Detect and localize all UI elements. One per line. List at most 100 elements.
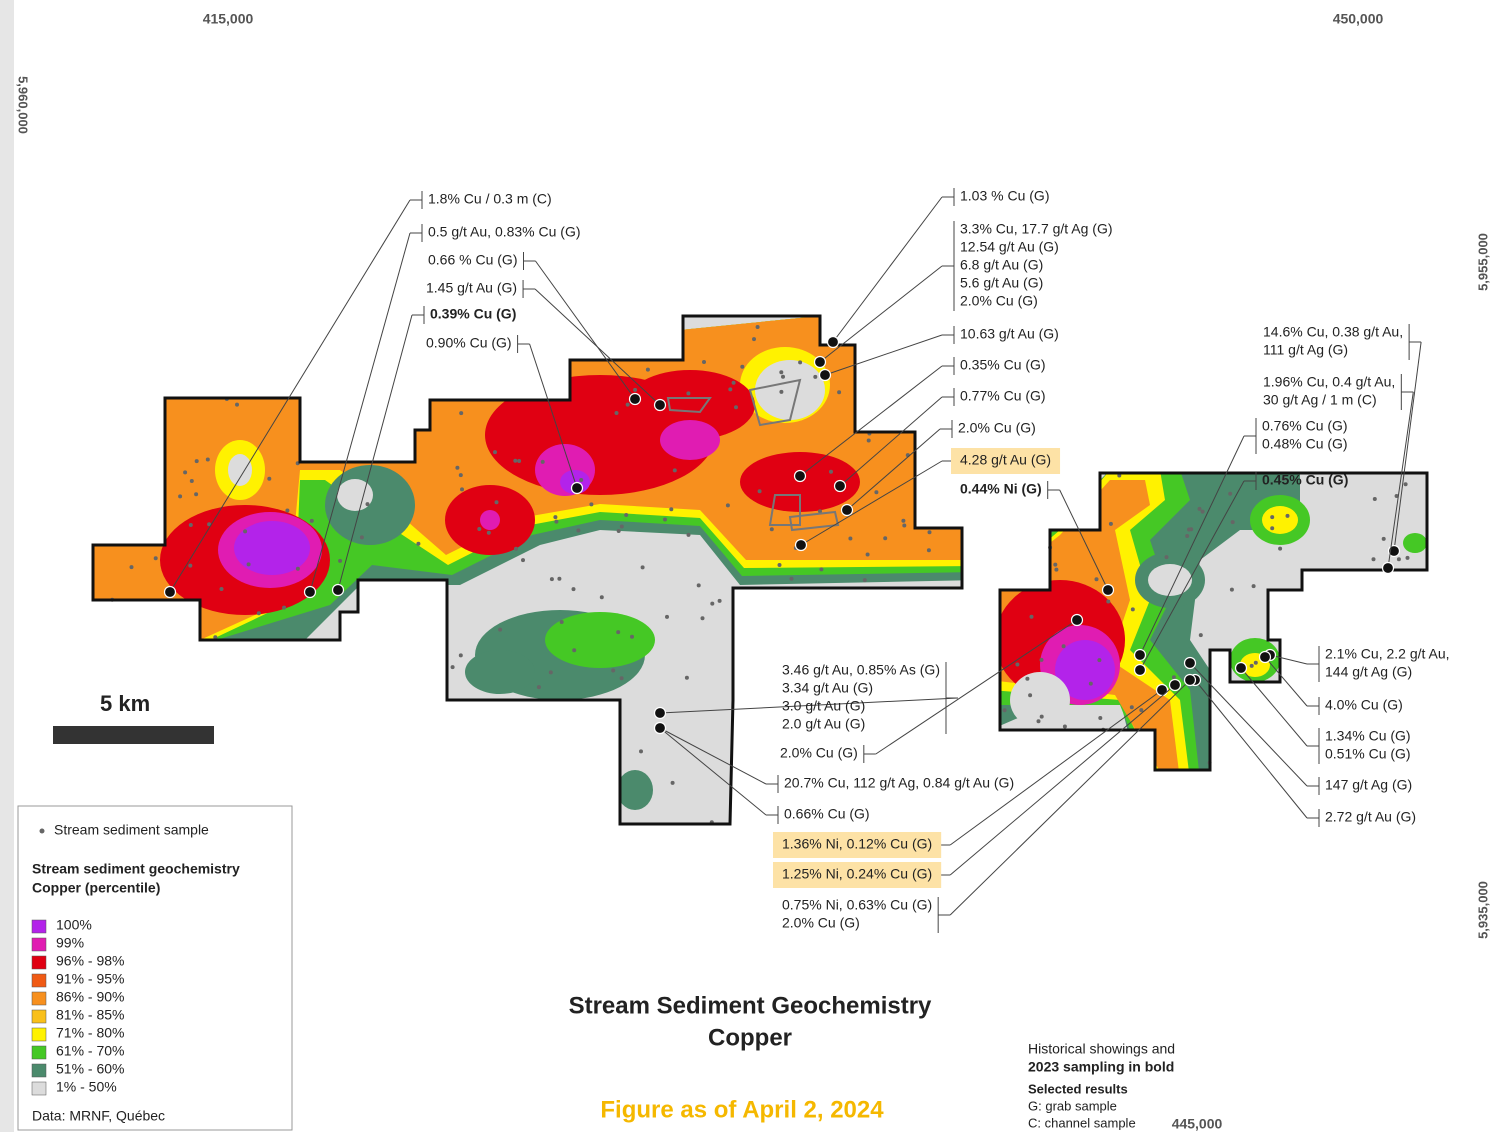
legend-swatch (32, 1046, 46, 1059)
legend-label: 1% - 50% (56, 1079, 117, 1095)
showing-label: 0.44% Ni (G) (960, 481, 1042, 497)
sample-dot (554, 520, 558, 524)
showing-point (305, 587, 316, 598)
sample-dot (732, 381, 736, 385)
sample-dot (1406, 556, 1410, 560)
sample-dot (718, 599, 722, 603)
showing-point (842, 505, 853, 516)
showing-point (796, 540, 807, 551)
sample-dot (154, 556, 158, 560)
sample-dot (589, 502, 593, 506)
scale-label: 5 km (100, 691, 150, 716)
sample-dot (1095, 577, 1099, 581)
sample-dot (829, 470, 833, 474)
sample-dot (360, 535, 364, 539)
note: C: channel sample (1028, 1115, 1136, 1130)
sample-dot (1131, 607, 1135, 611)
sample-dot (641, 565, 645, 569)
sample-dot (1231, 520, 1235, 524)
showing-point (815, 357, 826, 368)
sample-dot (451, 665, 455, 669)
sample-dot (1062, 644, 1066, 648)
showing-point (655, 723, 666, 734)
easting: 450,000 (1333, 11, 1384, 27)
sample-dot (1373, 497, 1377, 501)
showing-point (1135, 665, 1146, 676)
legend-swatch (32, 1010, 46, 1023)
showing-point (1185, 658, 1196, 669)
showing-label: 3.0 g/t Au (G) (782, 698, 865, 714)
sample-dot (728, 387, 732, 391)
legend-swatch (32, 956, 46, 969)
sample-dot (310, 519, 314, 523)
legend-swatch (32, 1082, 46, 1095)
sample-dot (1172, 675, 1176, 679)
showing-label: 0.76% Cu (G) (1262, 418, 1348, 434)
sample-dot (798, 360, 802, 364)
showing-point (572, 483, 583, 494)
showing-point (1185, 675, 1196, 686)
showing-point (1170, 680, 1181, 691)
sample-dot (639, 749, 643, 753)
showing-label: 2.1% Cu, 2.2 g/t Au, (1325, 646, 1450, 662)
sample-dot (1003, 708, 1007, 712)
map-figure: 1.8% Cu / 0.3 m (C)0.5 g/t Au, 0.83% Cu … (0, 0, 1494, 1132)
sample-dot (282, 606, 286, 610)
showing-label: 2.0% Cu (G) (958, 420, 1036, 436)
sample-dot (550, 577, 554, 581)
easting: 445,000 (1172, 1116, 1223, 1132)
sample-dot (863, 578, 867, 582)
sample-dot (1397, 557, 1401, 561)
sample-dot (781, 375, 785, 379)
sample-dot (1372, 557, 1376, 561)
sample-dot (1254, 661, 1258, 665)
sample-dot (1040, 658, 1044, 662)
showing-point (795, 471, 806, 482)
showing-label: 3.46 g/t Au, 0.85% As (G) (782, 662, 940, 678)
sample-dot (1037, 719, 1041, 723)
sample-dot (685, 676, 689, 680)
sample-dot (243, 529, 247, 533)
legend-label: 96% - 98% (56, 953, 124, 969)
showing-label: 1.36% Ni, 0.12% Cu (G) (782, 836, 932, 852)
sample-dot (517, 459, 521, 463)
sample-dot (1250, 664, 1254, 668)
showing-label: 0.45% Cu (G) (1262, 472, 1348, 488)
sample-dot (338, 559, 342, 563)
sample-dot (600, 595, 604, 599)
showing-label: 1.34% Cu (G) (1325, 728, 1411, 744)
sample-dot (710, 602, 714, 606)
sample-dot (514, 547, 518, 551)
sample-dot (1053, 563, 1057, 567)
sample-dot (459, 653, 463, 657)
leader (1195, 680, 1307, 818)
sample-dot (1199, 633, 1203, 637)
sample-dot (495, 500, 499, 504)
sample-dot (752, 337, 756, 341)
title: Copper (708, 1024, 792, 1051)
showing-label: 0.48% Cu (G) (1262, 436, 1348, 452)
sample-dot (1025, 677, 1029, 681)
sample-dot (1015, 663, 1019, 667)
showing-label: 2.0% Cu (G) (780, 745, 858, 761)
sample-dot (477, 527, 481, 531)
legend-heading: Stream sediment geochemistry (32, 861, 240, 877)
showing-label: 0.51% Cu (G) (1325, 746, 1411, 762)
showing-point (1157, 685, 1168, 696)
sample-dot (1040, 715, 1044, 719)
sample-dot (194, 492, 198, 496)
sample-dot (1201, 510, 1205, 514)
sample-dot (195, 459, 199, 463)
note: Selected results (1028, 1081, 1128, 1096)
sample-dot (183, 470, 187, 474)
legend-swatch (32, 938, 46, 951)
showing-point (655, 708, 666, 719)
showing-label: 147 g/t Ag (G) (1325, 777, 1412, 793)
sample-dot (296, 567, 300, 571)
sample-dot (671, 781, 675, 785)
showing-label: 0.66% Cu (G) (784, 806, 870, 822)
sample-dot (902, 524, 906, 528)
sample-dot (235, 403, 239, 407)
sample-dot (267, 477, 271, 481)
sample-dot (1028, 693, 1032, 697)
